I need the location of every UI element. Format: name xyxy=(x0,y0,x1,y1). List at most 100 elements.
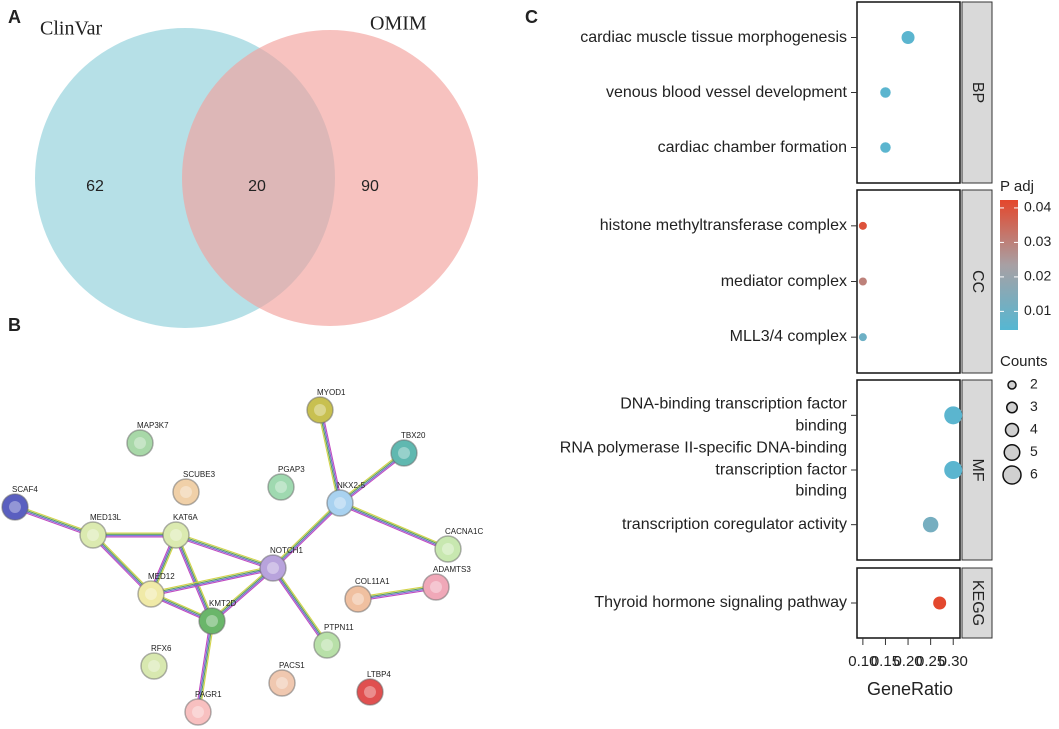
edge xyxy=(91,533,153,596)
edge-strand xyxy=(340,501,449,549)
facet-panel xyxy=(856,189,961,374)
edge-strand xyxy=(15,505,94,535)
node-label: SCUBE3 xyxy=(183,470,216,479)
region-count: 90 xyxy=(361,178,379,195)
x-tick-label: 0.25 xyxy=(916,653,945,670)
y-tick-label: DNA-binding transcription factor binding xyxy=(620,395,847,435)
edge-strand xyxy=(273,503,341,569)
edge-strand xyxy=(151,568,274,596)
y-tick-label: cardiac muscle tissue morphogenesis xyxy=(580,28,847,46)
legend-title: P adj xyxy=(1000,178,1034,195)
node xyxy=(313,631,341,659)
edge-strand xyxy=(91,535,151,596)
facet-label: KEGG xyxy=(969,580,986,626)
edge-strand xyxy=(176,532,274,567)
size-key xyxy=(1003,444,1021,461)
node-label: PAGR1 xyxy=(195,690,222,699)
edge xyxy=(175,532,274,571)
node-label: RFX6 xyxy=(151,644,172,653)
node-label: NOTCH1 xyxy=(270,546,303,555)
node xyxy=(434,535,462,563)
y-tick-label: mediator complex xyxy=(720,272,847,290)
size-key xyxy=(1006,401,1018,414)
node-core xyxy=(192,706,204,718)
edge-strand xyxy=(196,620,212,712)
node xyxy=(259,554,287,582)
node-core xyxy=(180,486,192,498)
edge xyxy=(339,500,449,552)
y-tick-label: cardiac chamber formation xyxy=(657,138,847,156)
edge-strand xyxy=(339,504,448,552)
node-label: ADAMTS3 xyxy=(433,565,471,574)
edge-strand xyxy=(14,507,93,537)
node-core xyxy=(267,562,279,574)
node-core xyxy=(398,447,410,459)
node-core xyxy=(364,686,376,698)
node-label: KMT2D xyxy=(209,599,236,608)
node-core xyxy=(87,529,99,541)
node xyxy=(126,429,154,457)
edge xyxy=(150,565,274,597)
y-tick-label: Thyroid hormone signaling pathway xyxy=(594,594,847,612)
facet-panel xyxy=(856,379,961,561)
colorbar-label: 0.02 xyxy=(1024,268,1051,284)
node-label: MED12 xyxy=(148,572,175,581)
edge-strand xyxy=(15,504,94,534)
edge xyxy=(270,566,330,647)
node-core xyxy=(206,615,218,627)
edge xyxy=(271,501,342,570)
set-label: OMIM xyxy=(370,13,427,35)
edge-strand xyxy=(199,621,215,713)
colorbar-label: 0.01 xyxy=(1024,302,1051,318)
node-core xyxy=(134,437,146,449)
size-key xyxy=(1007,380,1017,390)
size-label: 4 xyxy=(1030,421,1038,437)
node xyxy=(79,521,107,549)
y-tick-label: RNA polymerase II-specific DNA-binding t… xyxy=(559,439,847,500)
node xyxy=(344,585,372,613)
node-core xyxy=(334,497,346,509)
edge-strand xyxy=(150,566,273,594)
dot xyxy=(858,277,867,286)
facet-label: BP xyxy=(969,82,986,103)
facet-strip xyxy=(961,189,993,374)
colorbar xyxy=(1000,200,1018,330)
dot xyxy=(880,142,891,153)
node-label: NKX2-5 xyxy=(337,481,366,490)
edge-strand xyxy=(177,534,215,621)
node xyxy=(140,652,168,680)
colorbar-label: 0.04 xyxy=(1024,199,1051,215)
facet-strip xyxy=(961,567,993,639)
edge-strand xyxy=(92,535,151,595)
size-label: 6 xyxy=(1030,466,1038,482)
edge xyxy=(14,504,94,538)
edge-strand xyxy=(151,569,274,597)
x-tick-label: 0.15 xyxy=(871,653,900,670)
edge xyxy=(195,620,215,713)
x-tick-label: 0.10 xyxy=(848,653,877,670)
node xyxy=(267,473,295,501)
dot xyxy=(858,221,867,230)
panel-label: A xyxy=(8,7,21,27)
region-count: 62 xyxy=(86,178,104,195)
edge-strand xyxy=(317,410,339,504)
size-key xyxy=(1002,465,1022,485)
node xyxy=(162,521,190,549)
facet-strip xyxy=(961,1,993,184)
edge-strand xyxy=(174,535,212,622)
dot xyxy=(901,31,915,44)
dot xyxy=(944,406,963,425)
node xyxy=(172,478,200,506)
edge-strand xyxy=(176,533,274,568)
y-tick-label: transcription coregulator activity xyxy=(622,515,847,533)
size-key xyxy=(1004,422,1020,438)
facet-panel xyxy=(856,1,961,184)
edge-strand xyxy=(198,621,214,713)
edge-strand xyxy=(272,568,327,646)
dot xyxy=(944,461,963,479)
edge-strand xyxy=(320,409,342,503)
edge-strand xyxy=(176,534,214,621)
facet-label: CC xyxy=(969,270,986,293)
node-core xyxy=(9,501,21,513)
